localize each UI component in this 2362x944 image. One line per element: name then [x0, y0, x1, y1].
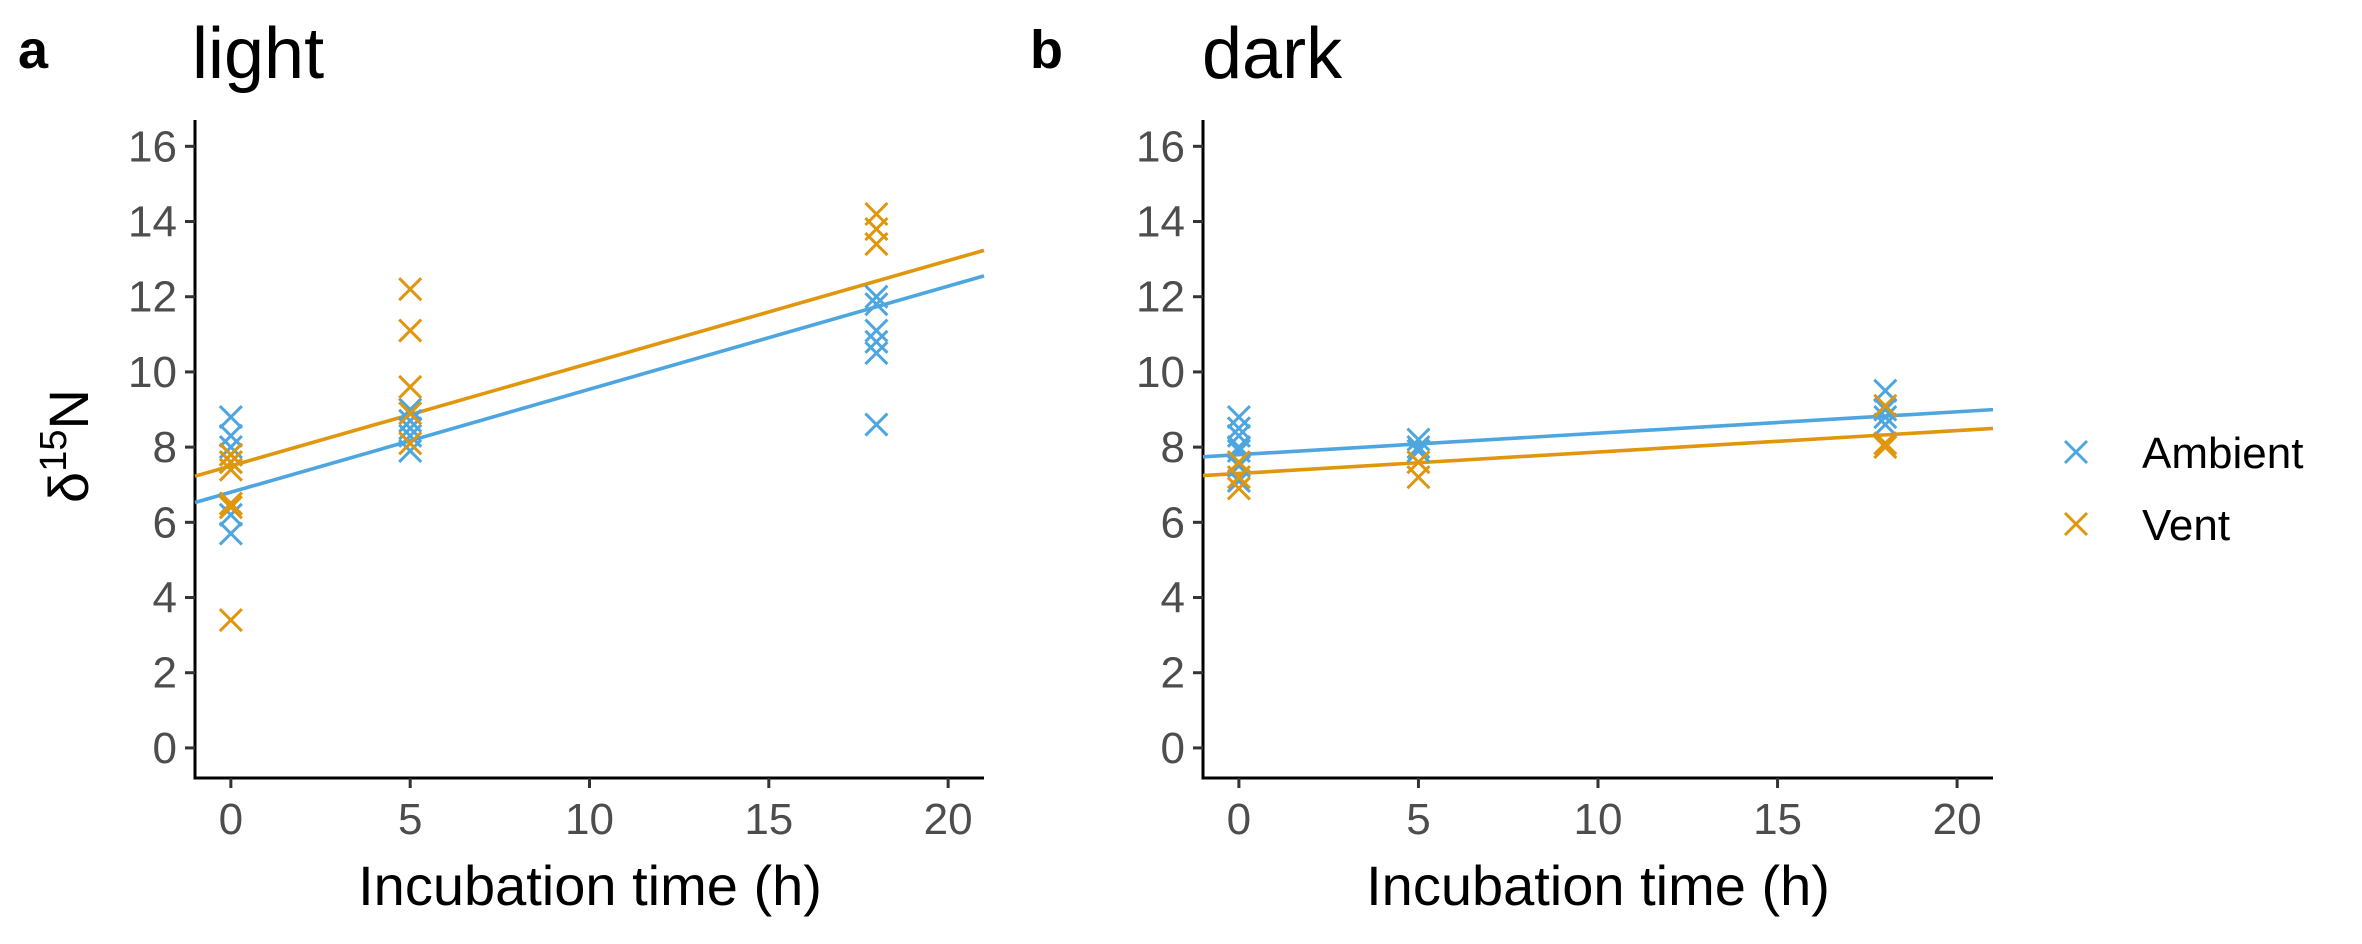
panel-b-letter: b — [1030, 20, 1063, 80]
panel-b-ticks: 0 2 4 6 8 10 12 14 16 0 5 10 15 20 — [1136, 122, 1982, 844]
legend-item-ambient: Ambient — [2063, 429, 2303, 478]
panel-a-letter: a — [18, 20, 49, 80]
panel-b-fit-line-vent — [1202, 426, 1994, 478]
panel-b-point-vent — [1226, 476, 1251, 501]
panel-a-x-tick-label: 20 — [924, 795, 973, 844]
panel-b-x-tick-label: 15 — [1753, 795, 1802, 844]
panel-a-point-vent — [218, 491, 243, 516]
panel-a-x-tick-label: 10 — [565, 795, 614, 844]
panel-a-x-tick-label: 5 — [398, 795, 422, 844]
panel-a-point-ambient — [398, 438, 423, 463]
panel-a-point-ambient — [398, 397, 423, 422]
panel-a-point-vent — [398, 318, 423, 343]
panel-b-point-vent — [1226, 465, 1251, 490]
panel-b-y-tick-label: 16 — [1136, 122, 1185, 171]
panel-b-point-ambient — [1406, 438, 1431, 463]
y-axis-title-superscript: 15 — [33, 430, 75, 472]
panel-a-y-tick-label: 14 — [128, 198, 177, 247]
panel-b-point-ambient — [1873, 412, 1898, 437]
legend-label-ambient: Ambient — [2142, 429, 2303, 478]
panel-a-point-vent — [218, 608, 243, 633]
panel-b-x-tick-label: 0 — [1227, 795, 1251, 844]
panel-a-point-vent — [864, 232, 889, 257]
panel-b-point-ambient — [1226, 416, 1251, 441]
panel-b-y-tick-label: 14 — [1136, 198, 1185, 247]
panel-b-point-ambient — [1226, 468, 1251, 494]
panel-b-fit-line-ambient — [1202, 407, 1994, 459]
panel-b-y-tick-label: 0 — [1161, 724, 1185, 773]
panel-a-point-ambient — [218, 423, 243, 448]
panel-a-title: light — [192, 14, 324, 94]
panel-a-y-tick-label: 10 — [128, 348, 177, 397]
panel-b-point-vent — [1406, 465, 1431, 490]
panel-a-point-ambient — [218, 521, 243, 546]
panel-a-points — [218, 201, 889, 633]
panel-a-point-ambient — [218, 502, 243, 527]
panel-a-fit-line-vent — [194, 248, 985, 478]
panel-a-point-vent — [218, 495, 243, 520]
panel-a-point-ambient — [218, 404, 243, 430]
panel-a-point-vent — [218, 457, 243, 482]
panel-b: b dark 0 2 4 6 8 10 12 14 16 0 5 10 15 20 Incubation … — [1030, 14, 1994, 917]
legend-x-ambient — [2063, 439, 2089, 465]
panel-a-fit-lines — [194, 248, 985, 505]
panel-a-point-vent — [398, 374, 423, 400]
legend-label-vent: Vent — [2142, 501, 2230, 550]
panel-b-point-ambient — [1406, 427, 1431, 452]
panel-b-y-tick-label: 6 — [1161, 498, 1185, 547]
panel-a-point-ambient — [864, 329, 889, 354]
panel-a-point-vent — [398, 277, 423, 302]
panel-a: a light 0 2 4 6 8 10 12 14 16 0 5 10 15 20 Incubation… — [18, 14, 985, 917]
panel-b-y-tick-label: 8 — [1161, 423, 1185, 472]
panel-a-y-tick-label: 4 — [153, 574, 177, 623]
panel-a-point-ambient — [864, 341, 889, 366]
panel-b-x-tick-label: 20 — [1933, 795, 1982, 844]
legend-marker-vent — [2063, 511, 2089, 537]
panel-b-point-vent — [1873, 393, 1898, 418]
panel-a-point-vent — [398, 431, 423, 456]
legend: Ambient Vent — [2063, 429, 2303, 550]
panel-b-y-tick-label: 4 — [1161, 574, 1185, 623]
panel-a-y-tick-label: 6 — [153, 498, 177, 547]
panel-a-ticks: 0 2 4 6 8 10 12 14 16 0 5 10 15 20 — [128, 122, 973, 844]
panel-a-point-vent — [218, 450, 243, 475]
legend-item-vent: Vent — [2063, 501, 2230, 550]
panel-b-point-ambient — [1873, 404, 1898, 430]
panel-a-y-tick-label: 8 — [153, 423, 177, 472]
panel-b-points — [1226, 378, 1898, 501]
panel-b-x-tick-label: 5 — [1406, 795, 1430, 844]
legend-marker-ambient — [2063, 439, 2089, 465]
y-axis-title-delta: δ — [37, 472, 100, 503]
panel-a-x-tick-label: 15 — [744, 795, 793, 844]
panel-b-y-tick-label: 10 — [1136, 348, 1185, 397]
panel-a-y-tick-label: 2 — [153, 649, 177, 698]
panel-b-fit-lines — [1202, 407, 1994, 478]
panel-b-point-ambient — [1226, 404, 1251, 430]
panel-b-y-tick-label: 2 — [1161, 649, 1185, 698]
panel-a-y-tick-label: 12 — [128, 273, 177, 322]
panel-b-x-tick-label: 10 — [1574, 795, 1623, 844]
y-axis-title-element: N — [37, 389, 100, 429]
panel-a-point-ambient — [864, 318, 889, 343]
panel-a-x-axis-title: Incubation time (h) — [358, 854, 822, 917]
panel-b-title: dark — [1202, 14, 1343, 94]
panel-b-point-vent — [1873, 431, 1898, 456]
panel-a-point-ambient — [864, 292, 889, 317]
y-axis-title: δ15N — [33, 389, 100, 503]
panel-b-x-axis-title: Incubation time (h) — [1366, 854, 1830, 917]
panel-a-point-ambient — [864, 412, 889, 437]
panel-a-point-ambient — [864, 284, 889, 309]
panel-a-fit-line-ambient — [194, 274, 985, 505]
panel-a-y-tick-label: 16 — [128, 122, 177, 171]
panel-a-x-tick-label: 0 — [219, 795, 243, 844]
panel-a-point-vent — [398, 401, 423, 426]
panel-b-y-tick-label: 12 — [1136, 273, 1185, 322]
panel-b-point-vent — [1873, 435, 1898, 460]
legend-x-vent — [2063, 511, 2089, 537]
panel-a-y-tick-label: 0 — [153, 724, 177, 773]
